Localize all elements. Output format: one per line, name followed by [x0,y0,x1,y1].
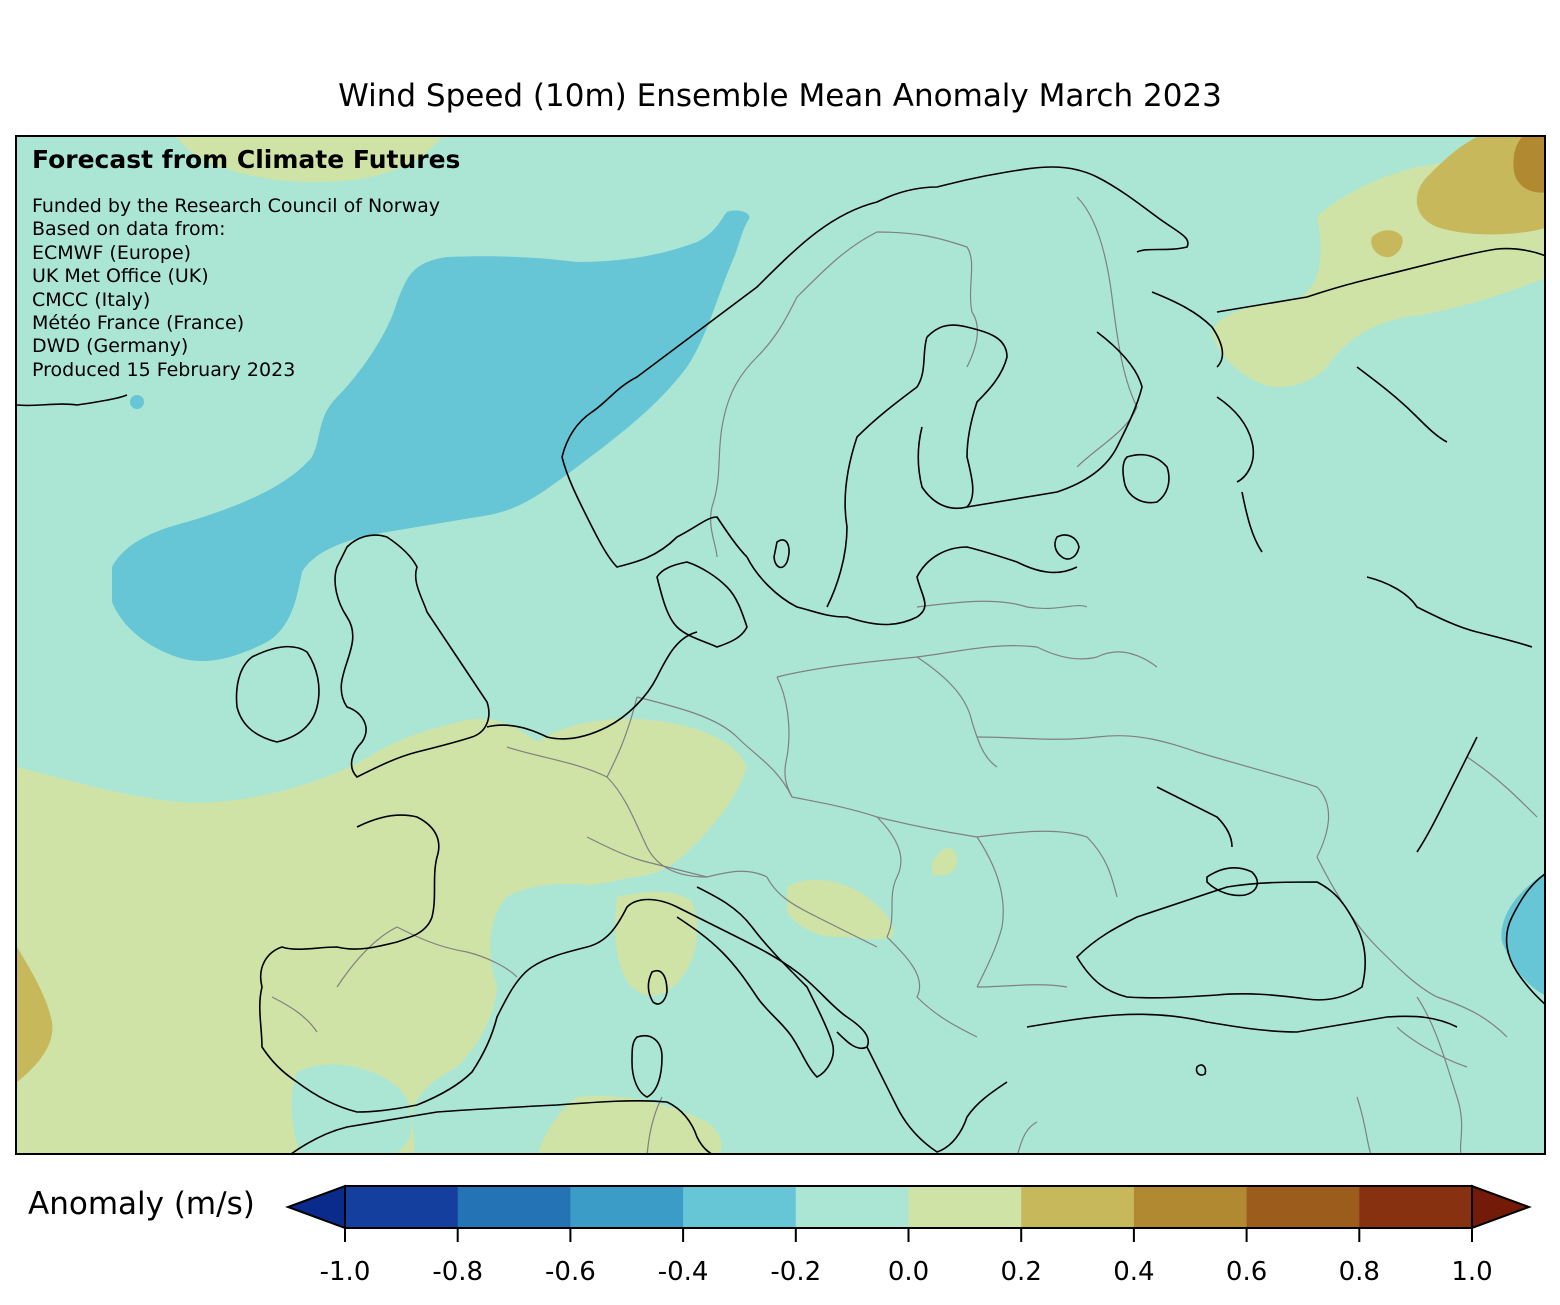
colorbar-segment [1246,1186,1360,1228]
info-heading: Forecast from Climate Futures [32,145,461,174]
colorbar-under-triangle [285,1184,346,1230]
colorbar-tick-label: -0.6 [545,1257,596,1287]
colorbar-tick-label: -0.4 [658,1257,709,1287]
info-line: Produced 15 February 2023 [32,358,296,381]
page-title: Wind Speed (10m) Ensemble Mean Anomaly M… [338,78,1222,114]
info-line: Météo France (France) [32,312,245,335]
anomaly-regions-0.2-0.4 [17,137,1544,1082]
colorbar-segment [1133,1186,1248,1228]
colorbar-over-triangle [1471,1184,1532,1230]
anomaly-regions-0.4-0.6 [1513,137,1544,193]
info-line: Based on data from: [32,218,226,241]
info-line: Funded by the Research Council of Norway [32,195,441,217]
colorbar-segment [345,1186,459,1228]
colorbar-segment [683,1186,797,1228]
colorbar-label: Anomaly (m/s) [28,1186,255,1222]
colorbar-segments [285,1184,1532,1230]
colorbar-outline [344,1185,1473,1229]
info-line: CMCC (Italy) [32,288,151,311]
colorbar-segment [457,1186,571,1228]
info-line: UK Met Office (UK) [32,265,209,288]
colorbar-tick-label: 0.0 [888,1257,929,1287]
colorbar-tick-label: 0.8 [1339,1257,1380,1287]
colorbar-tick-label: 0.4 [1113,1257,1154,1287]
anomaly-regions-neg0.4-neg0.2 [112,210,1544,995]
colorbar-tick-label: -1.0 [320,1257,371,1287]
info-line: DWD (Germany) [32,335,189,358]
map-frame[interactable]: Forecast from Climate Futures Funded by … [15,135,1546,1155]
colorbar-tick-label: 0.6 [1226,1257,1267,1287]
colorbar-tick-label: 0.2 [1001,1257,1042,1287]
anomaly-regions-alboran [291,1064,412,1153]
colorbar-segment [1021,1186,1135,1228]
colorbar-segment [570,1186,684,1228]
colorbar-ticks: -1.0 -0.8 -0.6 -0.4 -0.2 0.0 0.2 0.4 0.6 0.8 1.0 [320,1228,1493,1287]
colorbar-tick-label: 1.0 [1451,1257,1492,1287]
colorbar-tick-label: -0.2 [770,1257,821,1287]
anomaly-map[interactable] [17,137,1546,1155]
info-line: ECMWF (Europe) [32,241,192,264]
colorbar-tick-label: -0.8 [432,1257,483,1287]
info-lines: Funded by the Research Council of Norway… [32,195,440,382]
colorbar-segment [795,1186,909,1228]
colorbar-segment [1359,1186,1473,1228]
coastlines [17,166,1544,1153]
colorbar-segment [908,1186,1022,1228]
